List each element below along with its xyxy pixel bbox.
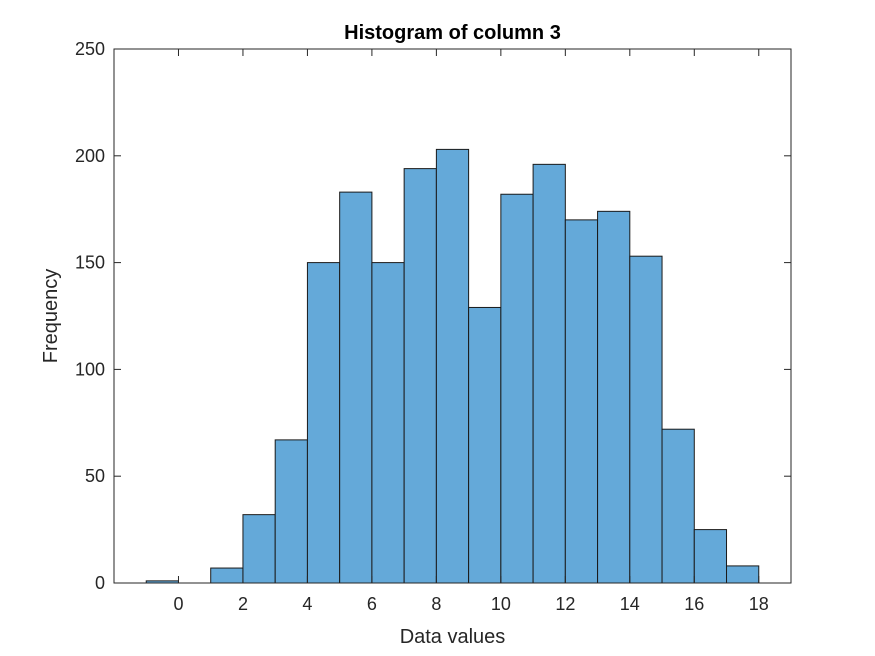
x-tick-label: 6 (367, 594, 377, 614)
y-tick-label: 150 (75, 253, 105, 273)
histogram-bar (339, 191, 373, 584)
x-tick-label: 8 (431, 594, 441, 614)
histogram-bar (532, 163, 566, 584)
x-tick-label: 14 (620, 594, 640, 614)
histogram-bar (274, 439, 308, 584)
histogram-bar (597, 210, 631, 584)
x-tick-label: 4 (302, 594, 312, 614)
x-tick-label: 2 (238, 594, 248, 614)
histogram-bar (564, 219, 599, 584)
y-tick-label: 0 (95, 573, 105, 593)
y-tick-label: 100 (75, 359, 105, 379)
axes-box (113, 48, 792, 584)
histogram-bar (500, 193, 534, 584)
x-tick-label: 10 (491, 594, 511, 614)
x-tick-label: 12 (555, 594, 575, 614)
histogram-bar (210, 567, 244, 584)
x-tick-label: 0 (173, 594, 183, 614)
histogram-bar (468, 306, 502, 584)
histogram-bar (629, 255, 663, 584)
histogram-bar (726, 565, 760, 584)
y-tick-label: 250 (75, 39, 105, 59)
y-axis-label: Frequency (40, 269, 62, 364)
y-tick-label: 50 (85, 466, 105, 486)
y-tick-label: 200 (75, 146, 105, 166)
ticks-group: 0 2 4 6 8 10 12 14 16 18 0 50 100 150 200 250 (75, 39, 791, 614)
x-tick-label: 16 (684, 594, 704, 614)
histogram-bar (661, 428, 695, 584)
x-axis-label: Data values (400, 626, 506, 648)
histogram-bar (306, 262, 341, 584)
histogram-bar (693, 529, 728, 584)
histogram-bar (403, 168, 437, 584)
histogram-bar (242, 514, 276, 584)
histogram-bar (435, 148, 470, 584)
x-tick-label: 18 (749, 594, 769, 614)
histogram-bar (371, 262, 405, 584)
chart-title: Histogram of column 3 (344, 22, 561, 44)
bars-group (145, 148, 760, 584)
